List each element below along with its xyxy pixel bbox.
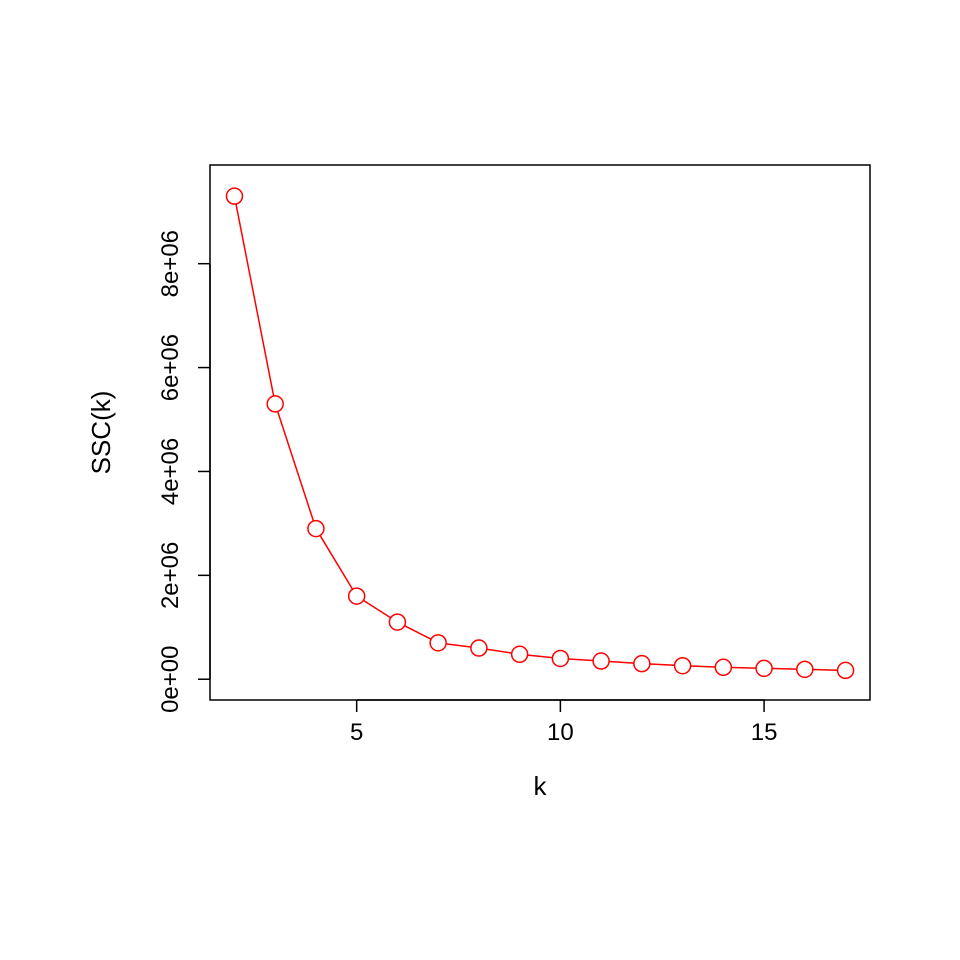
series-segment [405, 626, 431, 640]
data-point [349, 588, 365, 604]
elbow-chart: 5 10 15 0e+00 2e+06 4e+06 6e+06 8e+06 k SSC(k) [0, 0, 960, 960]
data-point [512, 646, 528, 662]
data-point [593, 653, 609, 669]
data-point [389, 614, 405, 630]
x-axis-label: k [534, 771, 548, 801]
series-segment [609, 662, 634, 664]
x-tick-label: 5 [350, 719, 363, 746]
series-segment [772, 669, 797, 670]
x-tick-label: 10 [547, 719, 574, 746]
series-segment [446, 644, 471, 647]
y-axis-label: SSC(k) [86, 391, 116, 475]
series-segment [320, 535, 352, 589]
y-tick-label: 6e+06 [157, 334, 184, 401]
series-segment [278, 412, 314, 521]
series-segment [363, 600, 390, 617]
data-point [838, 662, 854, 678]
data-point [308, 521, 324, 537]
data-point [675, 658, 691, 674]
data-point [471, 640, 487, 656]
series-segment [528, 655, 553, 658]
x-tick-label: 15 [751, 719, 778, 746]
series-segment [731, 667, 756, 668]
data-point [267, 396, 283, 412]
data-point [634, 656, 650, 672]
series-segment [236, 204, 274, 396]
series-segment [487, 649, 512, 653]
data-point [715, 659, 731, 675]
chart-container: 5 10 15 0e+00 2e+06 4e+06 6e+06 8e+06 k SSC(k) [0, 0, 960, 960]
y-tick-label: 0e+00 [157, 646, 184, 713]
y-tick-label: 4e+06 [157, 438, 184, 505]
series-segment [813, 670, 838, 671]
y-tick-label: 8e+06 [157, 230, 184, 297]
series-segment [650, 664, 675, 665]
data-point [756, 660, 772, 676]
y-tick-label: 2e+06 [157, 542, 184, 609]
data-point [430, 635, 446, 651]
data-point [552, 650, 568, 666]
series-segment [691, 666, 716, 667]
data-point [797, 661, 813, 677]
plot-border [210, 165, 870, 700]
series-segment [568, 659, 593, 661]
data-point [226, 188, 242, 204]
